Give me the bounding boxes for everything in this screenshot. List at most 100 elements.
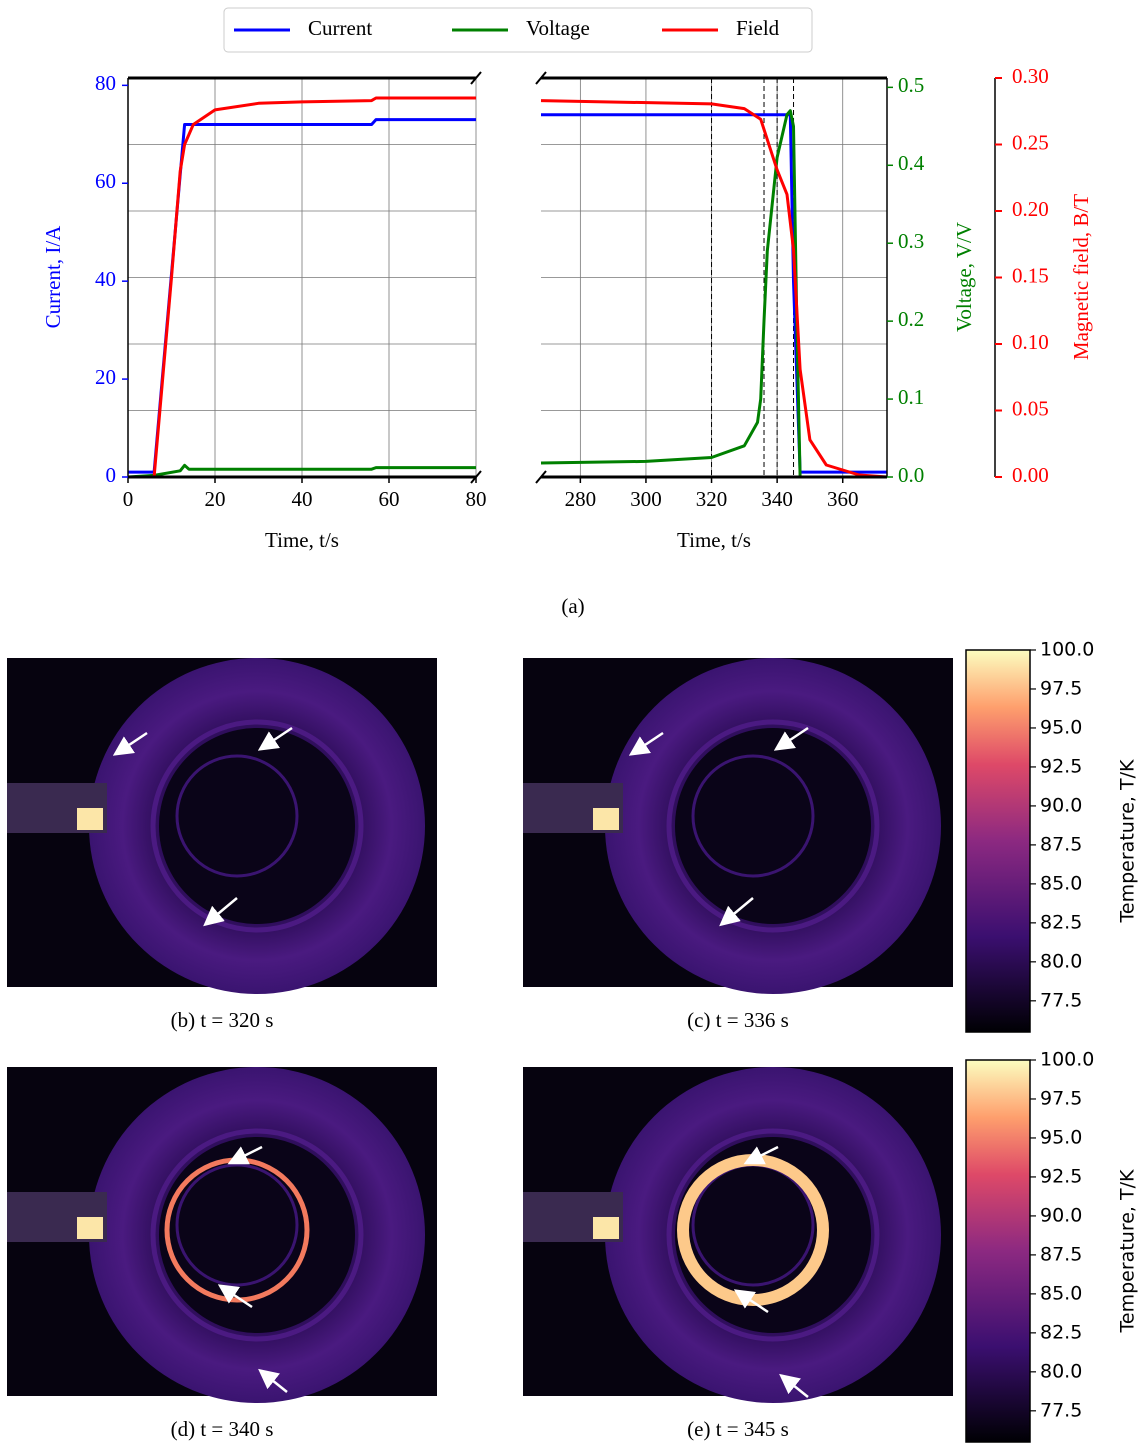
arrow: [258, 1368, 288, 1393]
y3-tick-label: 0.10: [1012, 330, 1049, 354]
coil-gap: [159, 1137, 355, 1333]
lead-hotspot: [593, 1217, 619, 1239]
arrow: [719, 897, 754, 927]
coil-inner: [691, 754, 815, 878]
y2-tick-label: 0.4: [898, 151, 925, 175]
series-line: [128, 118, 476, 474]
x-tick-label: 360: [827, 487, 859, 511]
y3-tick-label: 0.15: [1012, 263, 1049, 287]
legend-label: Current: [308, 16, 372, 40]
colorbar-tick-label: 100.0: [1040, 639, 1094, 661]
arrow: [217, 1284, 253, 1309]
x-tick-label: 40: [292, 487, 313, 511]
series-line: [541, 113, 887, 474]
coil-inner: [175, 754, 299, 878]
coil-ring: [150, 1128, 364, 1342]
x-axis-label: Time, t/s: [677, 528, 751, 552]
coil-ring: [666, 719, 880, 933]
legend-label: Voltage: [526, 16, 590, 40]
panel-caption: (d) t = 340 s: [171, 1417, 274, 1441]
coil-ring: [150, 719, 364, 933]
y2-tick-label: 0.1: [898, 385, 924, 409]
arrow: [257, 726, 293, 751]
legend-label: Field: [736, 16, 780, 40]
colorbar-tick-label: 80.0: [1040, 950, 1082, 972]
arrow: [112, 731, 148, 756]
arrow: [773, 726, 809, 751]
arrow: [628, 731, 664, 756]
colorbar-label: Temperature, T/K: [1117, 759, 1139, 923]
y2-tick-label: 0.0: [898, 463, 924, 487]
y2-tick-label: 0.2: [898, 307, 924, 331]
lead-hotspot: [77, 808, 103, 830]
colorbar-tick-label: 90.0: [1040, 794, 1082, 816]
y-tick-label: 60: [95, 169, 116, 193]
y-tick-label: 0: [106, 463, 117, 487]
thermal-image: [523, 1067, 953, 1403]
series-line: [128, 96, 476, 479]
colorbar: [965, 649, 1031, 1033]
panel-caption: (c) t = 336 s: [687, 1008, 789, 1032]
colorbar-tick-label: 97.5: [1040, 1087, 1082, 1109]
break-mark: [470, 71, 482, 85]
colorbar-tick-label: 85.0: [1040, 872, 1082, 894]
colorbar-tick-label: 90.0: [1040, 1204, 1082, 1226]
x-tick-label: 300: [630, 487, 662, 511]
colorbar-tick-label: 80.0: [1040, 1360, 1082, 1382]
x-tick-label: 320: [696, 487, 728, 511]
thermal-image: [7, 1067, 437, 1403]
x-tick-label: 80: [466, 487, 487, 511]
colorbar-tick-label: 87.5: [1040, 1243, 1082, 1265]
y3-tick-label: 0.25: [1012, 130, 1049, 154]
y-tick-label: 80: [95, 71, 116, 95]
y3-axis-label: Magnetic field, B/T: [1069, 194, 1093, 360]
x-tick-label: 60: [379, 487, 400, 511]
lead-hotspot: [593, 808, 619, 830]
colorbar-tick-label: 92.5: [1040, 755, 1082, 777]
caption: (a): [561, 594, 584, 618]
colorbar-tick-label: 77.5: [1040, 1399, 1082, 1421]
colorbar-tick-label: 95.0: [1040, 1126, 1082, 1148]
y-tick-label: 40: [95, 267, 116, 291]
colorbar-tick-label: 85.0: [1040, 1282, 1082, 1304]
arrow: [203, 897, 238, 927]
series-line: [540, 109, 887, 479]
coil-gap: [675, 728, 871, 924]
colorbar-tick-label: 100.0: [1040, 1049, 1094, 1071]
coil-gap: [675, 1137, 871, 1333]
y3-tick-label: 0.05: [1012, 396, 1049, 420]
y3-tick-label: 0.00: [1012, 463, 1049, 487]
panel-caption: (e) t = 345 s: [687, 1417, 789, 1441]
arrow: [779, 1373, 809, 1398]
colorbar-tick-label: 97.5: [1040, 677, 1082, 699]
x-tick-label: 280: [565, 487, 597, 511]
y2-tick-label: 0.5: [898, 73, 924, 97]
legend-box: [223, 7, 813, 53]
y-tick-label: 20: [95, 365, 116, 389]
arrow: [743, 1145, 779, 1165]
break-mark: [535, 470, 547, 484]
break-mark: [470, 470, 482, 484]
x-tick-label: 20: [205, 487, 226, 511]
y-axis-label: Current, I/A: [41, 225, 65, 328]
colorbar-tick-label: 92.5: [1040, 1165, 1082, 1187]
coil-gap: [159, 728, 355, 924]
y3-tick-label: 0.20: [1012, 197, 1049, 221]
colorbar: [965, 1059, 1031, 1443]
series-line: [540, 99, 888, 479]
colorbar-tick-label: 82.5: [1040, 911, 1082, 933]
break-mark: [535, 71, 547, 85]
colorbar-tick-label: 77.5: [1040, 989, 1082, 1011]
lead-hotspot: [77, 1217, 103, 1239]
y3-tick-label: 0.30: [1012, 64, 1049, 88]
thermal-image: [523, 658, 953, 994]
x-axis-label: Time, t/s: [265, 528, 339, 552]
coil-ring: [666, 1128, 880, 1342]
x-tick-label: 340: [761, 487, 793, 511]
colorbar-tick-label: 87.5: [1040, 833, 1082, 855]
x-tick-label: 0: [123, 487, 134, 511]
colorbar-tick-label: 82.5: [1040, 1321, 1082, 1343]
colorbar-tick-label: 95.0: [1040, 716, 1082, 738]
series-line: [127, 463, 476, 479]
